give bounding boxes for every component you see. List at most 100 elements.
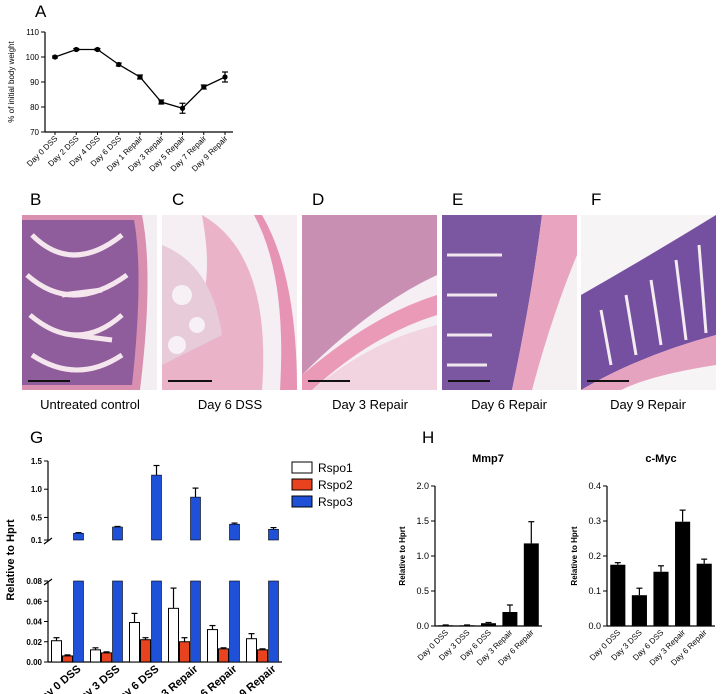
y-tick-label: 0.0 — [588, 621, 601, 631]
bar — [481, 623, 496, 626]
data-point — [94, 46, 101, 53]
bar — [502, 612, 518, 626]
bar — [438, 625, 454, 626]
y-axis-title: % of initial body weight — [7, 41, 16, 123]
y-tick-label: 2.0 — [416, 481, 429, 491]
bar-rspo2 — [257, 649, 268, 663]
y-tick-label: 0.4 — [588, 481, 601, 491]
panel-label-d: D — [312, 190, 325, 209]
bar — [610, 564, 626, 626]
bar-rspo1 — [129, 622, 140, 663]
data-point — [52, 54, 58, 60]
y-tick-label: 0.04 — [26, 618, 42, 627]
y-tick-label: 0.0 — [416, 621, 429, 631]
y-tick-label: 0.00 — [26, 658, 42, 667]
y-tick-label: 0.2 — [588, 551, 601, 561]
bar — [675, 521, 691, 626]
y-tick-label: 0.3 — [588, 516, 601, 526]
bar-rspo3-lower — [112, 580, 123, 663]
x-tick-label: Day 6 DSS — [112, 663, 162, 694]
panel-label-b: B — [30, 190, 42, 209]
data-point — [179, 105, 186, 111]
y-tick-label: 1.5 — [416, 516, 429, 526]
y-tick-label: 0.1 — [588, 586, 601, 596]
panel-label-c: C — [172, 190, 185, 209]
panel-label-e: E — [452, 190, 464, 209]
bar-rspo1 — [51, 640, 62, 663]
rspo-expression-bar-chart: 0.1 0.5 1.0 1.5 0.00 0.02 0.04 0.06 0.08 Relative… — [5, 457, 353, 694]
bar-rspo3-upper — [112, 526, 123, 541]
y-axis-title: Relative to Hprt — [570, 526, 579, 585]
histology-image-day6-repair — [442, 215, 577, 390]
bar-rspo3-lower — [229, 580, 240, 663]
histology-image-day9-repair — [581, 215, 716, 390]
bar-rspo3-lower — [190, 580, 201, 663]
y-axis-title: Relative to Hprt — [5, 519, 17, 601]
data-point — [222, 74, 228, 80]
y-axis-title: Relative to Hprt — [398, 526, 407, 585]
bar — [653, 571, 669, 626]
y-tick-label: 0.02 — [26, 638, 42, 647]
y-tick-label: 1.5 — [31, 457, 43, 466]
bar-rspo2 — [140, 639, 151, 663]
bar-rspo3-lower — [268, 580, 279, 663]
data-point — [73, 46, 79, 53]
chart-title: c-Myc — [645, 453, 676, 465]
bar-rspo1 — [246, 638, 257, 663]
bar-rspo3-upper — [229, 523, 240, 541]
bar — [523, 543, 539, 626]
bar-rspo3-upper — [268, 528, 279, 541]
legend-swatch-rspo3 — [291, 495, 313, 508]
axis-break-mark — [43, 578, 53, 586]
y-tick-label: 100 — [26, 53, 40, 62]
bar-rspo3-upper — [190, 496, 201, 541]
legend-label-rspo2: Rspo2 — [318, 478, 353, 492]
bar-rspo2 — [218, 648, 229, 663]
y-tick-label: 0.5 — [31, 513, 43, 522]
y-tick-label: 110 — [26, 28, 39, 37]
caption-day9-repair: Day 9 Repair — [610, 397, 686, 412]
legend-swatch-rspo2 — [291, 478, 313, 491]
panel-label-f: F — [591, 190, 602, 209]
bar-rspo2 — [62, 655, 73, 663]
axis-break-mark — [43, 537, 53, 545]
bar — [696, 563, 712, 626]
histology-image-untreated — [22, 215, 157, 390]
bar-rspo2 — [179, 641, 190, 663]
bar — [631, 595, 647, 626]
bar-rspo1 — [168, 607, 179, 663]
panel-label-a: A — [35, 2, 47, 21]
legend-label-rspo1: Rspo1 — [318, 461, 353, 475]
bar-rspo1 — [90, 649, 101, 663]
bar-rspo1 — [207, 629, 218, 663]
data-point — [137, 74, 143, 80]
y-tick-label: 0.5 — [416, 586, 429, 596]
y-tick-label: 0.08 — [26, 577, 42, 586]
data-point — [116, 61, 122, 68]
bar-rspo2 — [101, 652, 112, 663]
legend-label-rspo3: Rspo3 — [318, 495, 353, 509]
y-tick-label: 1.0 — [416, 551, 429, 561]
y-tick-label: 70 — [30, 128, 39, 137]
x-tick-label: Day 3 DSS — [73, 663, 123, 694]
caption-day3-repair: Day 3 Repair — [332, 397, 408, 412]
caption-day6-repair: Day 6 Repair — [471, 397, 547, 412]
bar-rspo3-upper — [73, 532, 84, 541]
panel-label-h: H — [422, 428, 435, 447]
legend-swatch-rspo1 — [291, 461, 313, 474]
bar — [459, 625, 475, 626]
x-tick-label: Day 0 DSS — [34, 663, 84, 694]
y-tick-label: 1.0 — [31, 485, 43, 494]
chart-title: Mmp7 — [472, 453, 504, 465]
histology-image-day6-dss — [162, 215, 297, 390]
histology-image-day3-repair — [302, 215, 437, 390]
y-tick-label: 0.1 — [31, 536, 43, 545]
y-tick-label: 80 — [30, 103, 39, 112]
panel-label-g: G — [30, 428, 44, 447]
y-tick-label: 0.06 — [26, 597, 42, 606]
data-point — [201, 84, 207, 90]
bar-rspo3-lower — [73, 580, 84, 663]
